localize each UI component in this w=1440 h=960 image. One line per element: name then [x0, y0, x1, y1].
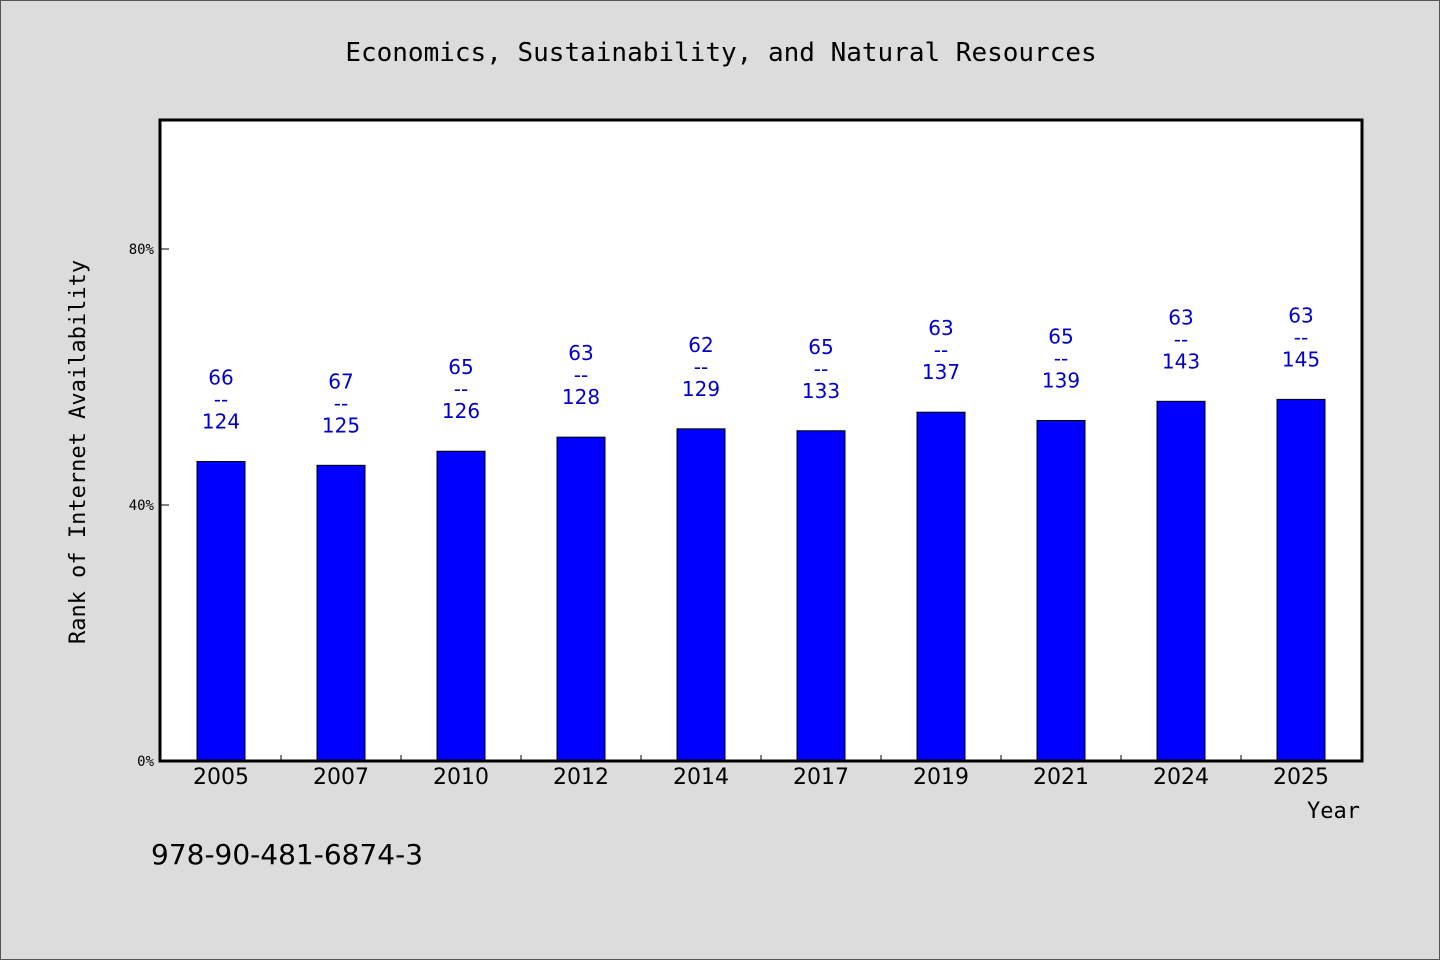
x-tick-label-2005: 2005	[193, 765, 249, 790]
data-label-top-2019: 63	[928, 316, 953, 340]
data-label-top-2010: 65	[448, 355, 473, 379]
x-tick-label-2014: 2014	[673, 765, 729, 790]
bar-2012	[556, 436, 606, 762]
x-tick-label-2024: 2024	[1153, 765, 1209, 790]
bar-2007	[316, 464, 366, 762]
data-label-top-2025: 63	[1288, 303, 1313, 327]
data-label-mid-2017: --	[814, 357, 828, 381]
data-label-top-2014: 62	[688, 333, 713, 357]
data-label-bottom-2024: 143	[1162, 349, 1200, 373]
data-label-top-2012: 63	[568, 341, 593, 365]
y-axis-label: Rank of Internet Availability	[66, 260, 91, 644]
bar-2021	[1036, 420, 1086, 762]
isbn-footnote: 978-90-481-6874-3	[151, 838, 423, 871]
data-label-mid-2014: --	[694, 355, 708, 379]
data-label-mid-2024: --	[1174, 327, 1188, 351]
data-label-bottom-2014: 129	[682, 377, 720, 401]
x-tick-label-2017: 2017	[793, 765, 849, 790]
x-tick-label-2025: 2025	[1273, 765, 1329, 790]
data-label-bottom-2007: 125	[322, 413, 360, 437]
x-axis: 2005 2007 2010 2012 2014 2017 2019 2021 2024 2025	[193, 755, 1329, 790]
x-tick-label-2007: 2007	[313, 765, 369, 790]
data-label-bottom-2019: 137	[922, 360, 960, 384]
data-label-top-2007: 67	[328, 369, 353, 393]
data-label-top-2005: 66	[208, 365, 233, 389]
data-label-top-2017: 65	[808, 335, 833, 359]
y-tick-label-0: 0%	[137, 754, 154, 770]
data-label-mid-2005: --	[214, 387, 228, 411]
x-axis-label: Year	[1307, 799, 1360, 824]
chart-title: Economics, Sustainability, and Natural R…	[345, 38, 1096, 68]
bar-2019	[916, 411, 966, 762]
data-label-mid-2019: --	[934, 338, 948, 362]
bar-2025	[1276, 398, 1326, 762]
bar-2014	[676, 428, 726, 762]
data-label-bottom-2005: 124	[202, 409, 240, 433]
x-tick-label-2019: 2019	[913, 765, 969, 790]
data-label-mid-2025: --	[1294, 325, 1308, 349]
bar-2010	[436, 450, 486, 762]
data-label-bottom-2021: 139	[1042, 369, 1080, 393]
data-label-mid-2010: --	[454, 377, 468, 401]
data-label-mid-2007: --	[334, 391, 348, 415]
x-tick-label-2012: 2012	[553, 765, 609, 790]
bars-layer	[196, 398, 1326, 762]
bar-2017	[796, 430, 846, 762]
y-tick-label-80: 80%	[129, 242, 155, 258]
data-label-bottom-2012: 128	[562, 385, 600, 409]
bar-2024	[1156, 400, 1206, 762]
data-label-top-2021: 65	[1048, 325, 1073, 349]
data-label-mid-2021: --	[1054, 347, 1068, 371]
x-tick-label-2021: 2021	[1033, 765, 1089, 790]
plot-frame	[158, 118, 1364, 763]
data-label-bottom-2017: 133	[802, 379, 840, 403]
data-label-mid-2012: --	[574, 363, 588, 387]
data-label-bottom-2010: 126	[442, 399, 480, 423]
y-tick-label-40: 40%	[129, 498, 155, 514]
bar-2005	[196, 460, 246, 762]
x-tick-label-2010: 2010	[433, 765, 489, 790]
data-labels-layer: 66--12467--12565--12663--12862--12965--1…	[202, 303, 1320, 437]
data-label-bottom-2025: 145	[1282, 347, 1320, 371]
data-label-top-2024: 63	[1168, 305, 1193, 329]
